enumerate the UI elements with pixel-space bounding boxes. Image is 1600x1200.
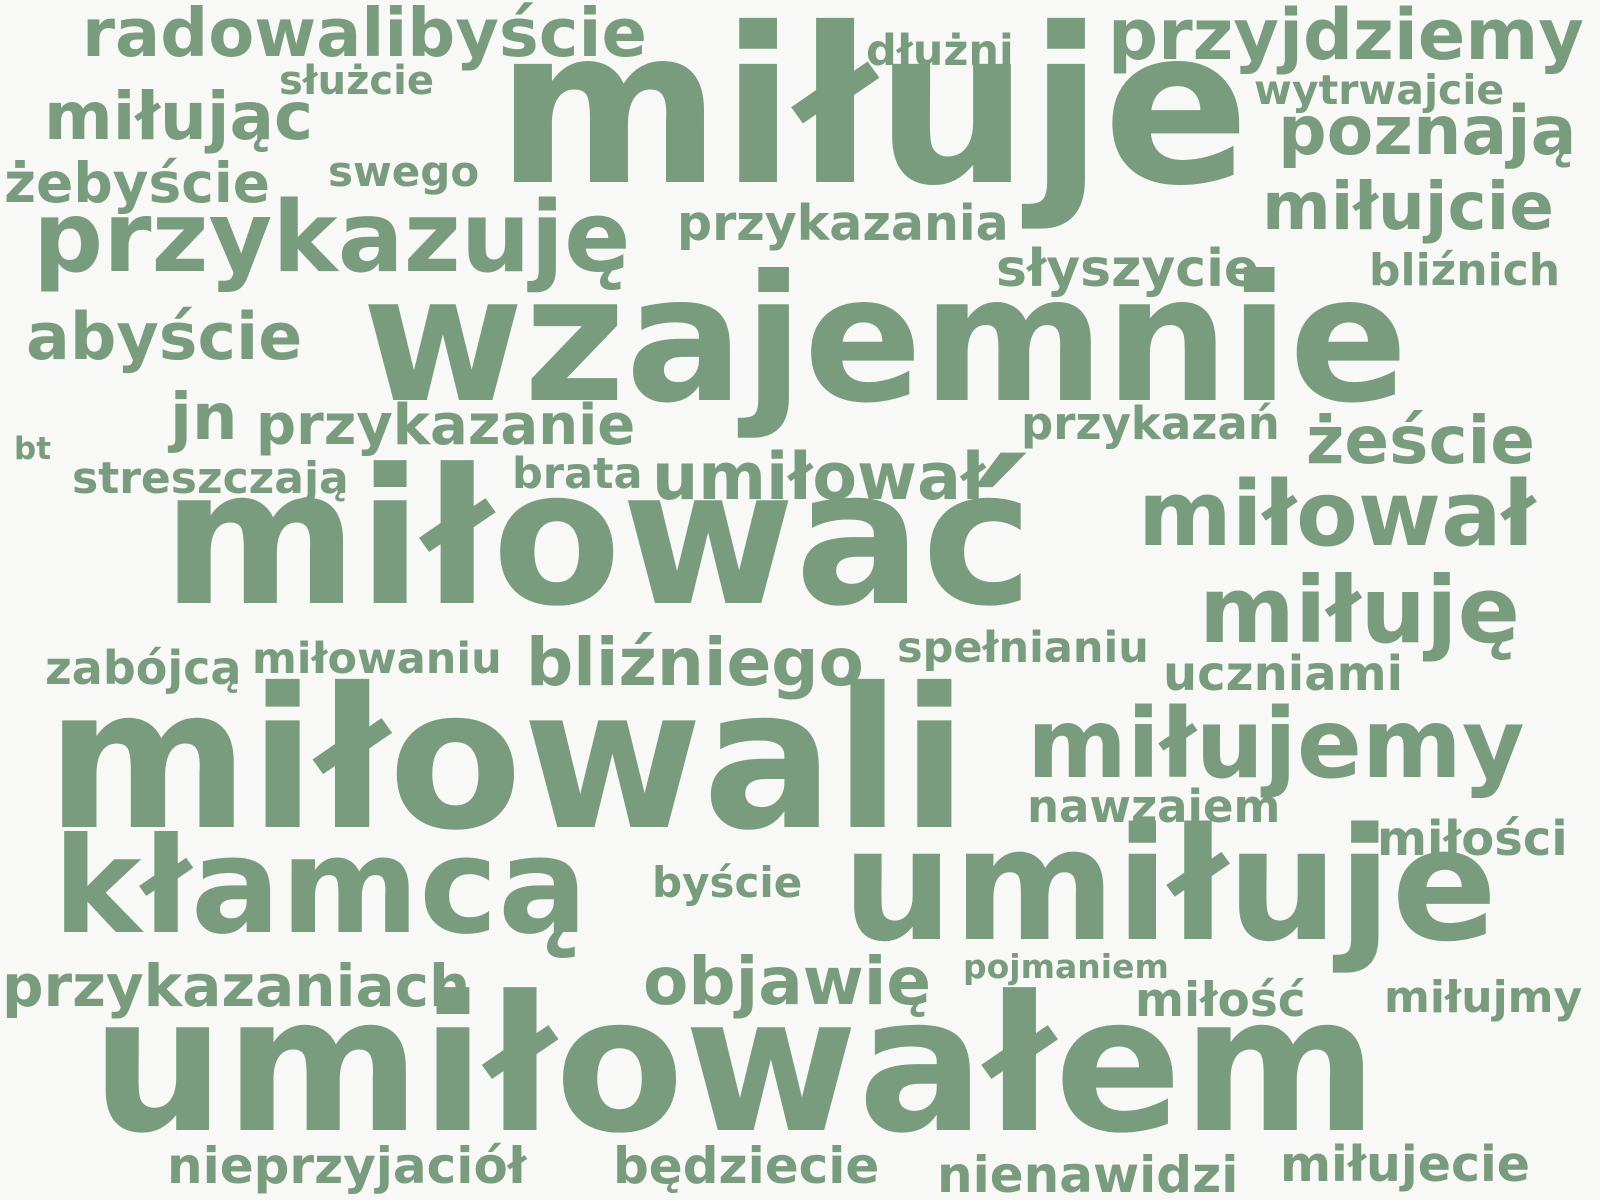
word: bt [14,431,52,467]
word: miłował [1138,462,1536,567]
word: bliźniego [526,624,864,701]
word: miłując [44,78,314,155]
word: miłowaniu [252,634,502,684]
word: zabójcą [45,641,242,695]
word: żebyście [4,151,271,215]
word: służcie [279,58,434,104]
word: miłuję [1199,557,1520,664]
word: umiłował [652,440,986,515]
word: będziecie [613,1137,880,1195]
word: miłowali [46,646,968,873]
word: byście [652,858,803,907]
word: miłujecie [1280,1136,1531,1193]
word: wytrwajcie [1254,66,1505,114]
word: abyście [26,300,303,375]
word: słyszycie [996,239,1260,299]
word: przykazanie [256,393,636,458]
word: brata [512,449,643,499]
word: przykazaniach [2,952,471,1020]
word: umiłuje [842,794,1498,976]
word: umiłowałem [91,956,1378,1175]
word: miłujmy [1384,972,1583,1023]
word: objawię [643,943,932,1020]
word: miłować [162,429,1034,648]
word: streszczają [72,453,349,504]
word: nienawidzi [937,1146,1239,1200]
word: spełnianiu [897,623,1149,673]
word: pojmaniem [963,947,1169,986]
word: przykazań [1021,397,1280,450]
word: radowalibyście [82,0,647,72]
word: uczniami [1163,646,1404,702]
word: wzajemnie [362,239,1408,442]
word: poznają [1278,92,1577,171]
word: dłużni [866,26,1014,76]
word: żeście [1306,402,1535,479]
word: miłujcie [1262,168,1555,245]
word: nawzajem [1027,780,1281,833]
word: swego [328,147,480,196]
word: miłości [1377,811,1568,867]
word: nieprzyjaciół [167,1137,527,1195]
word: przykazuję [33,181,631,295]
word: jn [170,381,238,455]
word: bliźnich [1369,245,1561,296]
word: przykazania [677,195,1009,252]
word: miłuje [496,0,1250,233]
word: miłość [1135,973,1306,1028]
word: przyjdziemy [1108,0,1584,76]
word: kłamcą [53,810,588,964]
word: miłujemy [1027,688,1525,800]
